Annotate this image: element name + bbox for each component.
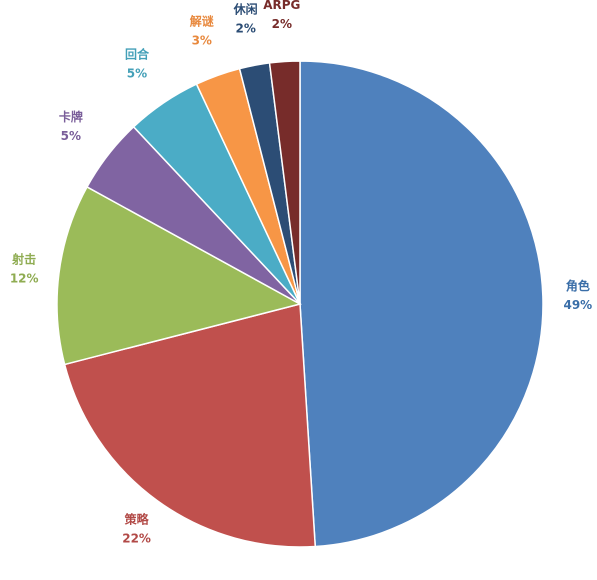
pie-slice	[299, 60, 544, 548]
slice-value-label: 12%	[10, 272, 39, 286]
slice-label: ARPG	[263, 0, 300, 12]
slice-label: 策略	[125, 511, 150, 526]
pie-slice	[56, 185, 303, 366]
slice-value-label: 3%	[192, 34, 212, 48]
slice-label: 休闲	[233, 2, 258, 17]
slice-value-label: 22%	[122, 531, 151, 545]
pie-slice	[63, 303, 317, 548]
slice-value-label: 5%	[127, 67, 147, 81]
slice-value-label: 49%	[563, 298, 592, 312]
slice-value-label: 2%	[272, 17, 292, 31]
slice-value-label: 2%	[235, 22, 255, 36]
slice-label: 角色	[566, 278, 590, 293]
pie-slice	[268, 60, 301, 305]
slice-label: 解谜	[190, 14, 215, 29]
slice-label: 卡牌	[59, 109, 83, 124]
slice-label: 回合	[125, 47, 150, 62]
slice-value-label: 5%	[61, 129, 81, 143]
slice-label: 射击	[11, 252, 36, 267]
